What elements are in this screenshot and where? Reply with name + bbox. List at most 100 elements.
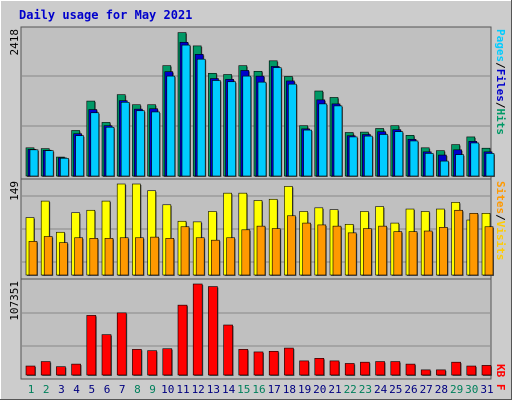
bar-pages-day-6 (105, 126, 115, 177)
bar-kbf-day-17 (268, 350, 279, 376)
bar-pages-day-12 (196, 58, 206, 177)
bar-kbf-day-19 (299, 360, 309, 376)
bar-pages-day-4 (75, 135, 84, 177)
bar-sites-day-16 (256, 225, 266, 276)
bar-sites-day-30 (469, 213, 479, 276)
bar-sites-day-11 (180, 226, 190, 276)
bar-pages-day-22 (348, 136, 358, 177)
bar-sites-day-12 (195, 237, 205, 276)
bar-sites-day-2 (43, 236, 53, 276)
bar-sites-day-15 (241, 229, 251, 276)
legend-f: F (494, 384, 507, 391)
bar-pages-day-8 (136, 110, 145, 177)
bar-pages-day-15 (242, 75, 252, 177)
legend-kb: KB (494, 364, 507, 378)
middle-max-label: 149 (8, 181, 21, 201)
bar-pages-day-9 (151, 111, 160, 177)
bar-pages-day-28 (440, 160, 449, 177)
day-label-19: 19 (298, 383, 311, 396)
legend-pages: Pages (494, 29, 507, 62)
bar-kbf-day-31 (481, 365, 492, 376)
bar-pages-day-18 (288, 83, 297, 177)
bar-pages-day-2 (44, 150, 54, 177)
bar-pages-day-23 (364, 135, 373, 177)
bar-pages-day-27 (424, 153, 434, 177)
day-label-26: 26 (404, 383, 417, 396)
top-max-label: 2418 (8, 29, 21, 56)
day-label-3: 3 (58, 383, 65, 396)
bar-pages-day-3 (60, 157, 69, 177)
bar-pages-day-10 (166, 75, 176, 177)
bar-kbf-day-20 (314, 358, 325, 376)
day-label-16: 16 (252, 383, 265, 396)
legend-visits: Visits (494, 221, 507, 261)
bar-pages-day-7 (120, 101, 130, 177)
bar-sites-day-31 (484, 226, 494, 276)
day-label-2: 2 (43, 383, 50, 396)
bar-pages-day-26 (409, 140, 419, 177)
bar-sites-day-27 (423, 230, 433, 276)
top-panel-bars (25, 32, 495, 178)
bar-kbf-day-5 (86, 315, 97, 376)
day-label-18: 18 (283, 383, 296, 396)
day-label-15: 15 (237, 383, 250, 396)
bar-pages-day-25 (394, 131, 404, 177)
day-label-17: 17 (268, 383, 281, 396)
day-label-11: 11 (176, 383, 189, 396)
bar-pages-day-29 (455, 154, 464, 177)
middle-panel-bars (25, 183, 494, 276)
bar-pages-day-31 (485, 153, 495, 177)
day-label-14: 14 (222, 383, 236, 396)
day-label-13: 13 (207, 383, 220, 396)
day-label-7: 7 (119, 383, 126, 396)
bar-kbf-day-14 (223, 324, 233, 376)
bar-kbf-day-25 (390, 361, 401, 376)
top-legend: Pages/Files/Hits (494, 29, 507, 135)
bar-sites-day-18 (287, 215, 296, 276)
day-label-12: 12 (192, 383, 205, 396)
bar-kbf-day-8 (132, 349, 142, 376)
legend-hits: Hits (494, 109, 507, 136)
bar-sites-day-6 (104, 238, 114, 276)
bar-pages-day-24 (379, 134, 388, 177)
day-label-24: 24 (374, 383, 388, 396)
day-label-23: 23 (359, 383, 372, 396)
bar-kbf-day-3 (56, 366, 66, 376)
legend-sep-2: / (494, 102, 507, 109)
bar-kbf-day-9 (147, 350, 157, 376)
bar-sites-day-23 (363, 228, 372, 276)
bar-sites-day-13 (211, 239, 220, 276)
day-label-21: 21 (328, 383, 341, 396)
bar-kbf-day-11 (177, 304, 188, 376)
day-labels: 1 2 3 4 5 6 7 8 9 10 11 12 13 14 15 16 17 18 19 20 21 22 23 24 2… (28, 383, 494, 396)
bar-sites-day-14 (226, 237, 235, 276)
bar-pages-day-19 (303, 129, 312, 177)
bottom-legend: KB F (494, 364, 507, 391)
bar-sites-day-25 (393, 231, 403, 276)
bar-pages-day-14 (227, 81, 236, 177)
bar-sites-day-20 (317, 224, 327, 276)
day-label-29: 29 (450, 383, 463, 396)
bar-sites-day-19 (302, 222, 311, 276)
bar-kbf-day-6 (101, 334, 112, 376)
bar-sites-day-29 (454, 209, 463, 276)
middle-legend: Sites/Visits (494, 181, 507, 261)
bar-kbf-day-26 (405, 363, 416, 376)
legend-files: Files (494, 69, 507, 102)
day-label-6: 6 (104, 383, 111, 396)
chart-title: Daily usage for May 2021 (19, 8, 192, 22)
day-label-31: 31 (480, 383, 493, 396)
bar-sites-day-24 (378, 225, 387, 276)
bottom-max-label: 107351 (8, 281, 21, 321)
bar-sites-day-5 (89, 238, 99, 276)
legend-sites: Sites (494, 181, 507, 214)
bar-sites-day-26 (408, 231, 418, 276)
bar-sites-day-17 (271, 228, 281, 276)
bar-kbf-day-7 (116, 312, 127, 376)
bar-pages-day-21 (333, 105, 343, 177)
bar-sites-day-1 (28, 241, 38, 276)
bar-kbf-day-24 (375, 361, 385, 376)
bar-pages-day-5 (90, 112, 100, 177)
day-label-9: 9 (149, 383, 156, 396)
bar-kbf-day-15 (238, 349, 249, 376)
